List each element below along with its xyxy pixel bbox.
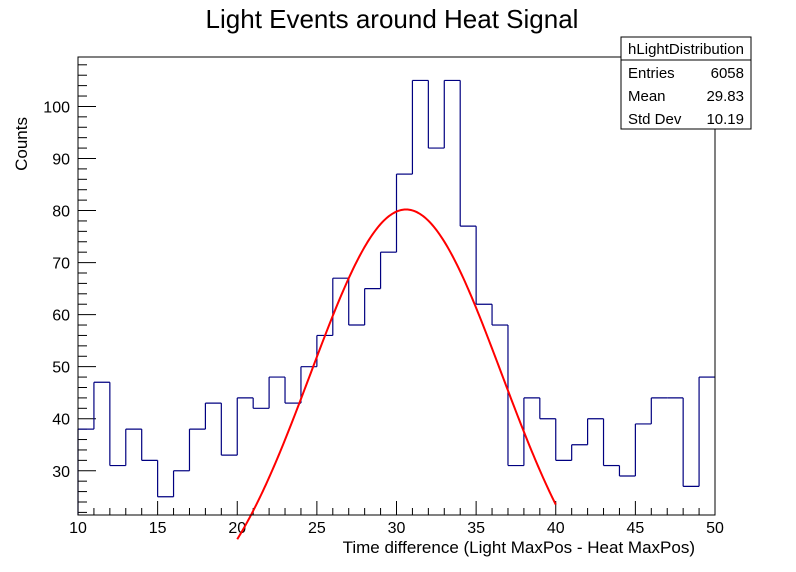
stats-entries-value: 6058 [711, 65, 744, 82]
x-axis-label: Time difference (Light MaxPos - Heat Max… [343, 538, 695, 557]
stats-mean-label: Mean [628, 88, 666, 105]
y-tick-label: 50 [52, 360, 70, 377]
y-tick-label: 60 [52, 308, 70, 325]
fit-curve-group [236, 208, 557, 540]
stats-box-name: hLightDistribution [628, 41, 744, 58]
y-tick-label: 30 [52, 464, 70, 481]
y-tick-label: 90 [52, 151, 70, 168]
chart-title: Light Events around Heat Signal [206, 4, 579, 34]
x-tick-label: 40 [547, 520, 565, 537]
y-tick-label: 40 [52, 412, 70, 429]
x-tick-label: 45 [626, 520, 644, 537]
y-axis-label: Counts [12, 117, 31, 171]
gaussian-fit-curve [236, 208, 557, 540]
x-tick-label: 25 [308, 520, 326, 537]
x-tick-label: 15 [149, 520, 167, 537]
stats-box-frame [620, 36, 752, 130]
x-tick-label: 35 [467, 520, 485, 537]
stats-stddev-label: Std Dev [628, 111, 682, 128]
y-tick-label: 80 [52, 204, 70, 221]
y-tick-label: 100 [43, 99, 70, 116]
histogram-series [77, 79, 715, 515]
x-tick-label: 30 [388, 520, 406, 537]
stats-entries-label: Entries [628, 65, 675, 82]
plot-frame [77, 56, 716, 516]
stats-stddev-value: 10.19 [706, 111, 744, 128]
x-tick-label: 50 [706, 520, 724, 537]
stats-box: hLightDistribution Entries 6058 Mean 29.… [620, 36, 752, 130]
y-tick-label: 70 [52, 256, 70, 273]
x-tick-label: 10 [69, 520, 87, 537]
stats-mean-value: 29.83 [706, 88, 744, 105]
